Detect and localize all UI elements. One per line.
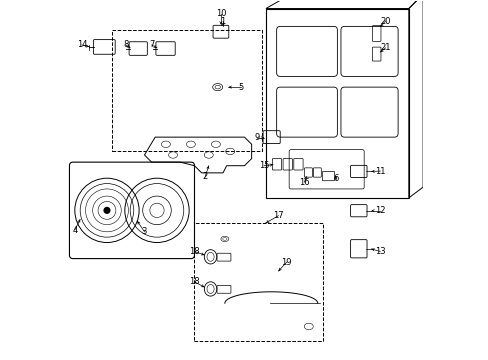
- Text: 2: 2: [202, 172, 207, 181]
- Text: 11: 11: [374, 167, 385, 176]
- Text: 18: 18: [189, 247, 200, 256]
- Text: 1: 1: [220, 17, 225, 26]
- Text: 9: 9: [254, 133, 260, 142]
- Text: 8: 8: [123, 40, 128, 49]
- Text: 16: 16: [299, 177, 309, 186]
- Text: 20: 20: [380, 17, 390, 26]
- Text: 15: 15: [258, 161, 269, 170]
- Text: 5: 5: [238, 83, 243, 92]
- Text: 3: 3: [142, 227, 147, 236]
- Text: 13: 13: [374, 247, 385, 256]
- Text: 6: 6: [332, 174, 338, 183]
- Text: 18: 18: [189, 277, 200, 286]
- Text: 4: 4: [72, 225, 77, 234]
- Text: 17: 17: [273, 211, 283, 220]
- Text: 10: 10: [215, 9, 226, 18]
- Text: 19: 19: [281, 258, 291, 267]
- Text: 14: 14: [77, 40, 87, 49]
- Circle shape: [104, 207, 110, 213]
- Text: 21: 21: [380, 43, 390, 52]
- Text: 7: 7: [149, 40, 154, 49]
- Text: 12: 12: [374, 206, 385, 215]
